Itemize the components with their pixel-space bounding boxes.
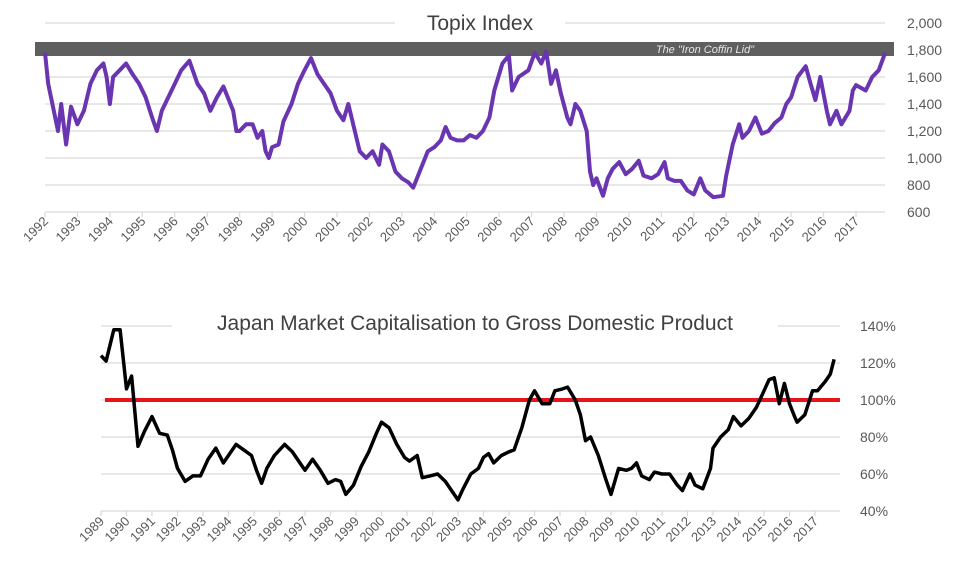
x-tick-label: 1996 [255,514,286,545]
x-tick-label: 2005 [484,514,515,545]
x-tick-label: 1992 [153,514,184,545]
x-tick-label: 1994 [204,514,235,545]
x-tick-label: 2000 [357,514,388,545]
y-tick-label: 2,000 [907,15,942,31]
y-tick-label: 80% [860,429,888,445]
y-tick-label: 1,200 [907,123,942,139]
x-tick-label: 1998 [306,514,337,545]
x-tick-label: 2016 [765,514,796,545]
x-tick-label: 2007 [535,514,566,545]
x-tick-label: 2008 [561,514,592,545]
x-tick-label: 2012 [663,514,694,545]
x-tick-label: 1995 [229,514,260,545]
x-tick-label: 2010 [612,514,643,545]
x-tick-label: 1992 [20,214,51,245]
x-tick-label: 2006 [510,514,541,545]
y-tick-label: 1,600 [907,69,942,85]
y-tick-label: 1,400 [907,96,942,112]
x-tick-label: 2002 [408,514,439,545]
y-tick-label: 1,800 [907,42,942,58]
series-line [43,49,888,200]
market-cap-gdp-chart: Japan Market Capitalisation to Gross Dom… [76,308,896,545]
y-tick-label: 40% [860,503,888,519]
y-tick-label: 600 [907,204,931,220]
x-tick-label: 1994 [85,214,116,245]
x-tick-label: 2001 [312,214,343,245]
x-tick-label: 1990 [102,514,133,545]
iron-coffin-lid-label: The "Iron Coffin Lid" [656,44,755,56]
y-tick-label: 120% [860,355,896,371]
x-tick-label: 2015 [739,514,770,545]
y-tick-label: 1,000 [907,150,942,166]
x-tick-label: 1996 [150,214,181,245]
x-tick-label: 1989 [76,514,107,545]
x-tick-label: 2015 [766,214,797,245]
x-tick-label: 1995 [117,214,148,245]
x-tick-label: 2009 [586,514,617,545]
x-tick-label: 2000 [280,214,311,245]
y-tick-label: 140% [860,318,896,334]
x-tick-label: 2017 [831,214,862,245]
x-tick-label: 2012 [669,214,700,245]
x-tick-label: 2013 [688,514,719,545]
topix-chart-title: Topix Index [427,12,534,35]
y-tick-label: 60% [860,466,888,482]
x-tick-label: 2001 [382,514,413,545]
title-background [395,6,565,38]
iron-coffin-lid-bar [35,42,894,56]
x-tick-label: 1999 [247,214,278,245]
y-tick-label: 800 [907,177,931,193]
x-tick-label: 2014 [734,214,765,245]
x-tick-label: 1997 [182,214,213,245]
x-tick-label: 1999 [331,514,362,545]
x-tick-label: 2008 [539,214,570,245]
x-tick-label: 2007 [507,214,538,245]
title-background [172,308,778,338]
x-tick-label: 2010 [604,214,635,245]
x-tick-label: 1993 [53,214,84,245]
x-tick-label: 1997 [280,514,311,545]
x-tick-label: 2006 [474,214,505,245]
x-tick-label: 2013 [701,214,732,245]
x-tick-label: 2011 [638,514,668,544]
x-tick-label: 2004 [409,214,440,245]
x-tick-label: 2002 [344,214,375,245]
x-tick-label: 2003 [377,214,408,245]
x-tick-label: 1993 [178,514,209,545]
x-tick-label: 2009 [572,214,603,245]
y-tick-label: 100% [860,392,896,408]
x-tick-label: 2016 [799,214,830,245]
topix-chart: Topix Index The "Iron Coffin Lid" 600 800… [20,6,942,245]
x-tick-label: 2004 [459,514,490,545]
x-tick-label: 2005 [442,214,473,245]
x-tick-label: 1991 [127,514,158,545]
x-tick-label: 2017 [790,514,821,545]
x-tick-label: 1998 [215,214,246,245]
x-tick-label: 2011 [637,214,667,244]
x-tick-label: 2003 [433,514,464,545]
x-tick-label: 2014 [714,514,745,545]
market-cap-gdp-chart-title: Japan Market Capitalisation to Gross Dom… [217,312,733,335]
